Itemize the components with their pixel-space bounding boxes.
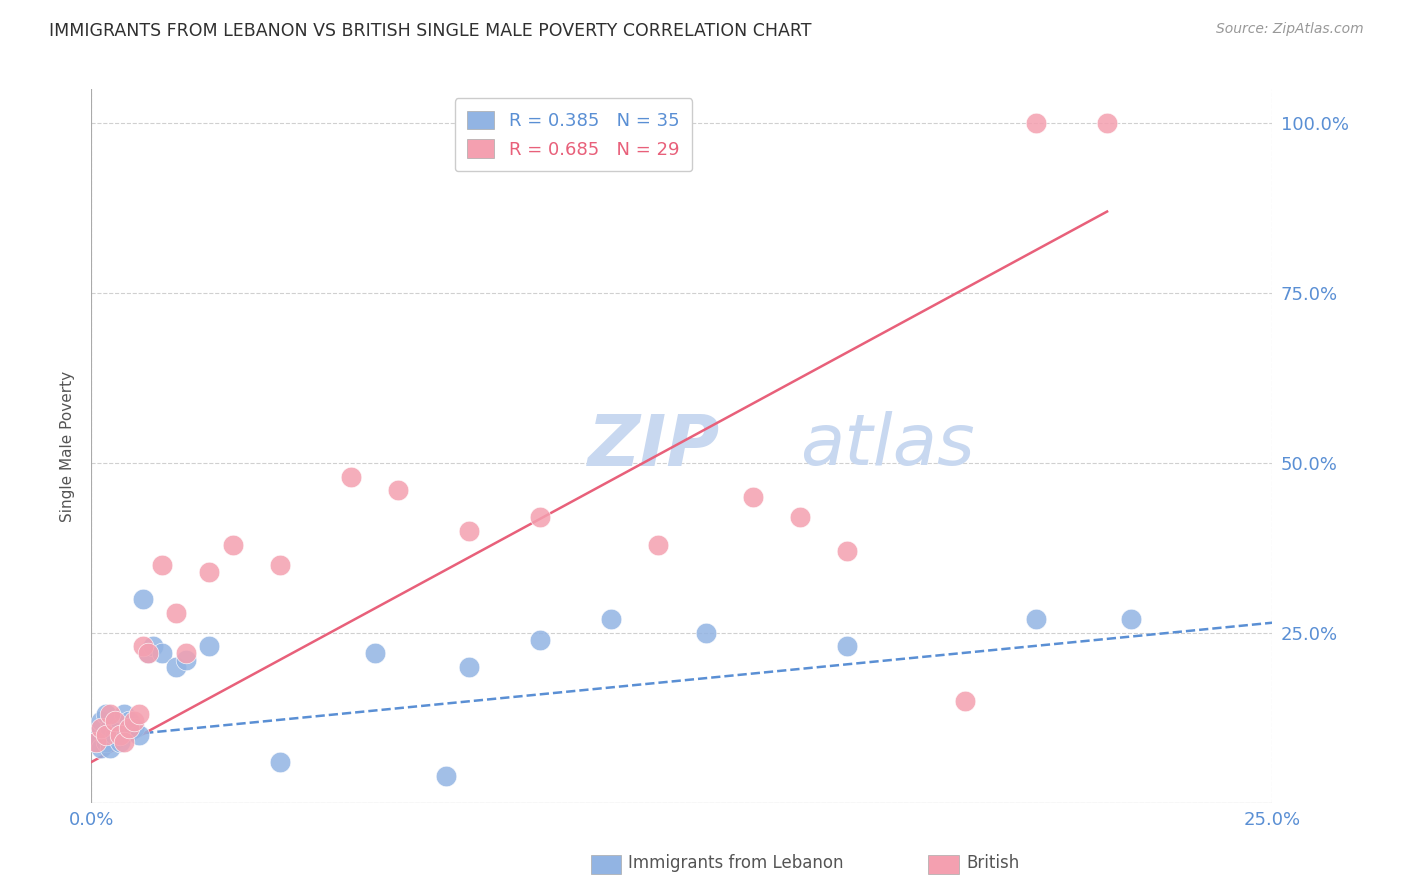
Point: [118, 721, 141, 735]
Point: [165, 660, 187, 674]
Point: [136, 646, 159, 660]
Point: [364, 646, 387, 660]
Point: [94, 728, 117, 742]
Point: [165, 606, 187, 620]
Point: [387, 483, 409, 498]
Point: [198, 640, 221, 654]
Point: [150, 558, 173, 572]
Text: atlas: atlas: [800, 411, 974, 481]
Point: [104, 714, 127, 729]
Point: [136, 646, 159, 660]
Point: [128, 728, 150, 742]
Point: [122, 714, 145, 729]
Point: [108, 728, 131, 742]
Point: [529, 632, 551, 647]
Point: [1095, 116, 1118, 130]
Point: [84, 728, 107, 742]
Text: ZIP: ZIP: [588, 411, 720, 481]
Point: [90, 721, 112, 735]
Point: [269, 755, 291, 769]
Point: [1025, 612, 1047, 626]
Point: [90, 714, 112, 729]
Point: [955, 694, 977, 708]
Point: [198, 565, 221, 579]
Point: [98, 721, 121, 735]
Point: [695, 626, 717, 640]
Point: [132, 640, 155, 654]
Point: [458, 524, 481, 538]
Point: [142, 640, 165, 654]
Point: [1119, 612, 1142, 626]
Point: [98, 707, 121, 722]
Point: [94, 728, 117, 742]
Point: [340, 469, 363, 483]
Point: [1025, 116, 1047, 130]
Point: [114, 707, 136, 722]
Point: [128, 707, 150, 722]
Point: [150, 646, 173, 660]
Point: [108, 734, 131, 748]
Point: [84, 734, 107, 748]
Point: [94, 707, 117, 722]
Point: [118, 714, 141, 729]
Y-axis label: Single Male Poverty: Single Male Poverty: [60, 370, 76, 522]
Point: [114, 734, 136, 748]
Legend: R = 0.385   N = 35, R = 0.685   N = 29: R = 0.385 N = 35, R = 0.685 N = 29: [454, 98, 692, 171]
Text: IMMIGRANTS FROM LEBANON VS BRITISH SINGLE MALE POVERTY CORRELATION CHART: IMMIGRANTS FROM LEBANON VS BRITISH SINGL…: [49, 22, 811, 40]
Point: [108, 721, 131, 735]
Point: [104, 714, 127, 729]
Point: [647, 537, 669, 551]
Text: Source: ZipAtlas.com: Source: ZipAtlas.com: [1216, 22, 1364, 37]
Point: [98, 741, 121, 756]
Point: [132, 591, 155, 606]
Point: [789, 510, 811, 524]
Point: [104, 728, 127, 742]
Point: [434, 769, 457, 783]
Point: [90, 741, 112, 756]
Point: [84, 734, 107, 748]
Point: [222, 537, 245, 551]
Text: British: British: [966, 855, 1019, 872]
Point: [269, 558, 291, 572]
Point: [600, 612, 623, 626]
Point: [174, 653, 197, 667]
Point: [458, 660, 481, 674]
Point: [174, 646, 197, 660]
Point: [741, 490, 763, 504]
Point: [837, 640, 859, 654]
Point: [837, 544, 859, 558]
Point: [90, 721, 112, 735]
Point: [122, 721, 145, 735]
Text: Immigrants from Lebanon: Immigrants from Lebanon: [628, 855, 844, 872]
Point: [529, 510, 551, 524]
Point: [94, 734, 117, 748]
